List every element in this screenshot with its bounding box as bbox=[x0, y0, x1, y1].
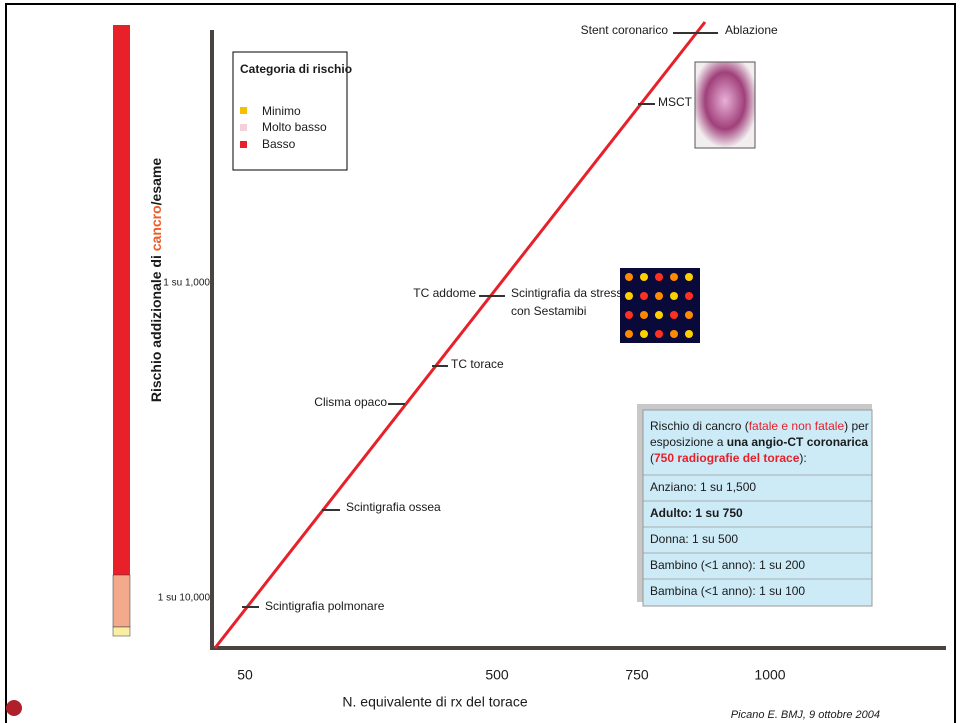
y-axis-label: Rischio addizionale di cancro/esame bbox=[148, 158, 164, 403]
legend-label: Basso bbox=[262, 137, 296, 151]
text-red: fatale e non fatale bbox=[749, 419, 845, 433]
info-intro: Rischio di cancro (fatale e non fatale) … bbox=[650, 419, 869, 433]
scan-dot bbox=[685, 292, 693, 300]
scan-dot bbox=[655, 273, 663, 281]
exam-label: Scintigrafia da stress bbox=[511, 286, 622, 300]
legend-swatch bbox=[240, 124, 247, 131]
scan-dot bbox=[640, 292, 648, 300]
y-label-part: /esame bbox=[148, 158, 164, 206]
info-intro: esposizione a una angio-CT coronarica bbox=[650, 435, 868, 449]
exam-label: Clisma opaco bbox=[314, 395, 387, 409]
risk-bar-minimo bbox=[113, 627, 130, 636]
scan-dot bbox=[625, 311, 633, 319]
text-red: 750 radiografie del torace bbox=[654, 451, 800, 465]
info-row: Bambino (<1 anno): 1 su 200 bbox=[650, 558, 805, 572]
heart-image bbox=[695, 62, 755, 148]
exam-label: MSCT bbox=[658, 95, 693, 109]
text: ) per bbox=[844, 419, 869, 433]
scan-dot bbox=[625, 273, 633, 281]
text: esposizione a bbox=[650, 435, 727, 449]
y-tick-label: 1 su 10,000 bbox=[158, 593, 211, 604]
scan-dot bbox=[625, 330, 633, 338]
scan-dot bbox=[640, 273, 648, 281]
scan-dot bbox=[655, 330, 663, 338]
scan-dot bbox=[670, 273, 678, 281]
exam-label: TC addome bbox=[413, 286, 476, 300]
scan-dot bbox=[640, 330, 648, 338]
y-label-highlight: cancro bbox=[148, 205, 164, 251]
scan-dot bbox=[670, 330, 678, 338]
scan-dot bbox=[640, 311, 648, 319]
info-row: Adulto: 1 su 750 bbox=[650, 506, 743, 520]
x-tick-label: 1000 bbox=[754, 667, 785, 683]
scan-dot bbox=[625, 292, 633, 300]
scan-dot bbox=[685, 273, 693, 281]
x-tick-label: 500 bbox=[485, 667, 509, 683]
y-label-part: Rischio addizionale di bbox=[148, 251, 164, 402]
scan-dot bbox=[685, 330, 693, 338]
exam-label: Ablazione bbox=[725, 23, 778, 37]
info-intro: (750 radiografie del torace): bbox=[650, 451, 807, 465]
logo bbox=[6, 700, 22, 716]
legend-swatch bbox=[240, 141, 247, 148]
legend-label: Molto basso bbox=[262, 120, 327, 134]
scan-dot bbox=[670, 292, 678, 300]
legend-swatch bbox=[240, 107, 247, 114]
legend-label: Minimo bbox=[262, 104, 301, 118]
citation: Picano E. BMJ, 9 ottobre 2004 bbox=[731, 709, 880, 721]
risk-bar-basso bbox=[113, 25, 130, 575]
x-tick-label: 50 bbox=[237, 667, 253, 683]
scan-dot bbox=[685, 311, 693, 319]
info-row: Bambina (<1 anno): 1 su 100 bbox=[650, 584, 805, 598]
info-row: Anziano: 1 su 1,500 bbox=[650, 480, 756, 494]
scan-dot bbox=[655, 311, 663, 319]
y-tick-label: 1 su 1,000 bbox=[163, 278, 210, 289]
exam-label: Scintigrafia polmonare bbox=[265, 599, 385, 613]
scan-dot bbox=[670, 311, 678, 319]
exam-label: TC torace bbox=[451, 357, 504, 371]
scan-dot bbox=[655, 292, 663, 300]
slide: Rischio addizionale di cancro/esame 1 su… bbox=[0, 0, 961, 723]
exam-label: Scintigrafia ossea bbox=[346, 500, 441, 514]
exam-label: con Sestamibi bbox=[511, 304, 586, 318]
legend-title: Categoria di rischio bbox=[240, 62, 352, 76]
info-row: Donna: 1 su 500 bbox=[650, 532, 738, 546]
text: Rischio di cancro ( bbox=[650, 419, 749, 433]
text-bold: una angio-CT coronarica bbox=[727, 435, 869, 449]
text: ): bbox=[799, 451, 806, 465]
exam-label: Stent coronarico bbox=[581, 23, 669, 37]
risk-bar-molto-basso bbox=[113, 575, 130, 627]
x-axis-label: N. equivalente di rx del torace bbox=[342, 694, 527, 710]
x-tick-label: 750 bbox=[625, 667, 649, 683]
